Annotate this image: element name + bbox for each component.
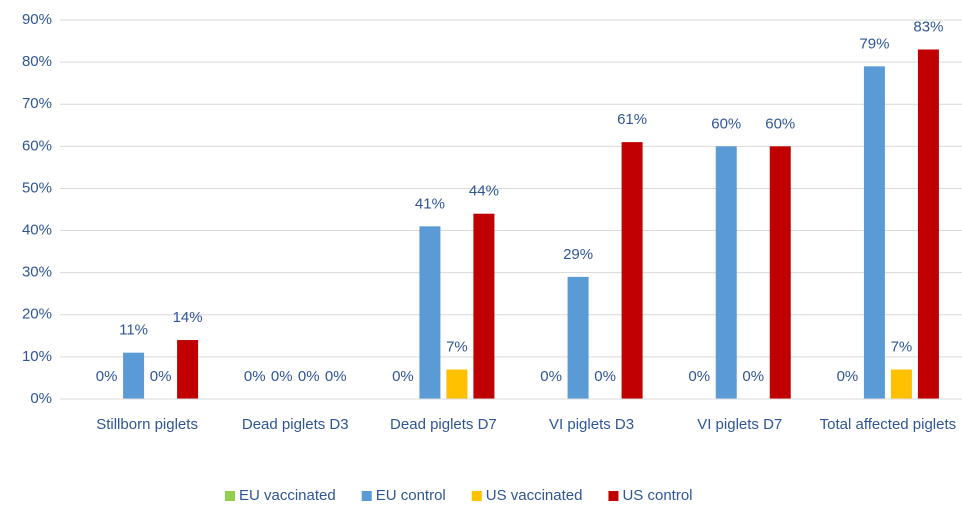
- data-label: 60%: [765, 115, 795, 132]
- data-label: 79%: [859, 35, 889, 52]
- legend-label: US control: [622, 487, 692, 504]
- x-tick-label: Dead piglets D7: [390, 416, 497, 433]
- bar: [123, 352, 145, 399]
- data-label: 60%: [711, 115, 741, 132]
- bar: [917, 49, 939, 399]
- data-label: 0%: [96, 368, 118, 385]
- data-label: 0%: [325, 368, 347, 385]
- bar: [567, 276, 589, 399]
- y-tick-label: 10%: [22, 348, 52, 365]
- y-tick-label: 0%: [30, 390, 52, 407]
- data-label: 0%: [150, 368, 172, 385]
- y-tick-label: 90%: [22, 11, 52, 28]
- data-label: 0%: [688, 368, 710, 385]
- data-label: 0%: [540, 368, 562, 385]
- data-label: 0%: [298, 368, 320, 385]
- legend-swatch: [225, 491, 235, 501]
- x-tick-label: Stillborn piglets: [96, 416, 198, 433]
- legend-label: EU vaccinated: [239, 487, 336, 504]
- bar: [177, 340, 199, 399]
- bar: [715, 146, 737, 399]
- y-tick-label: 30%: [22, 264, 52, 281]
- bar: [621, 142, 643, 399]
- legend-swatch: [608, 491, 619, 501]
- x-tick-label: Dead piglets D3: [242, 416, 349, 433]
- data-label: 0%: [594, 368, 616, 385]
- y-tick-label: 50%: [22, 179, 52, 196]
- data-label: 0%: [244, 368, 266, 385]
- data-label: 11%: [119, 322, 148, 339]
- data-label: 0%: [392, 368, 414, 385]
- legend-swatch: [471, 491, 482, 501]
- data-label: 0%: [837, 368, 859, 385]
- legend-swatch: [361, 491, 372, 501]
- data-label: 41%: [415, 195, 445, 212]
- legend-label: US vaccinated: [486, 487, 583, 504]
- data-label: 61%: [617, 111, 647, 128]
- y-tick-label: 60%: [22, 137, 52, 154]
- bar: [890, 369, 912, 399]
- data-label: 14%: [173, 309, 203, 326]
- data-label: 0%: [742, 368, 764, 385]
- y-tick-label: 40%: [22, 222, 52, 239]
- y-tick-label: 80%: [22, 53, 52, 70]
- bar: [419, 226, 441, 399]
- data-label: 0%: [271, 368, 293, 385]
- data-label: 44%: [469, 183, 499, 200]
- bar: [446, 369, 468, 399]
- x-tick-label: VI piglets D7: [697, 416, 782, 433]
- legend-label: EU control: [376, 487, 446, 504]
- x-tick-label: Total affected piglets: [820, 416, 956, 433]
- bar: [863, 66, 885, 400]
- data-label: 7%: [891, 338, 913, 355]
- bar: [769, 146, 791, 399]
- y-tick-label: 20%: [22, 306, 52, 323]
- data-label: 29%: [563, 246, 593, 263]
- y-tick-label: 70%: [22, 95, 52, 112]
- data-label: 83%: [913, 18, 943, 35]
- x-tick-label: VI piglets D3: [549, 416, 634, 433]
- data-label: 7%: [446, 338, 468, 355]
- bar: [473, 213, 495, 399]
